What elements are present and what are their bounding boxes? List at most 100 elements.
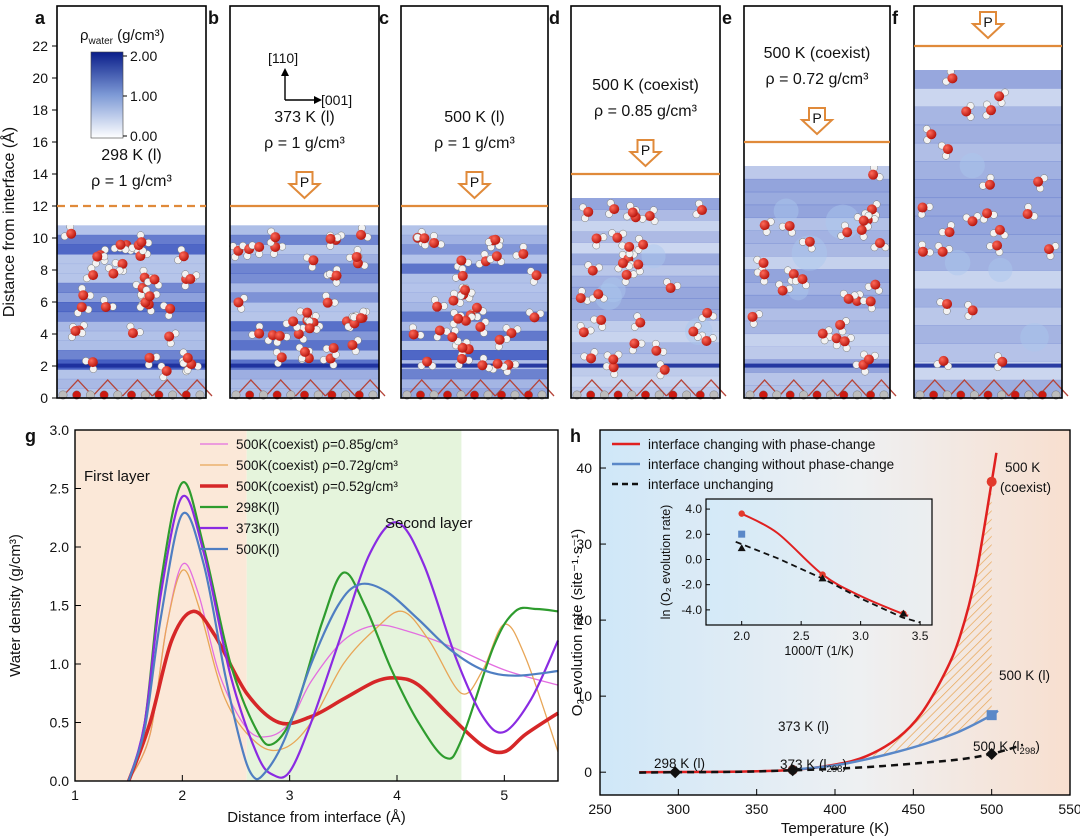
oxygen-atom <box>777 285 788 296</box>
panel-frame <box>56 5 207 399</box>
top-y-tick-label: 20 <box>32 70 48 86</box>
oxygen-atom <box>788 269 799 280</box>
density-band <box>57 234 206 245</box>
oxygen-atom <box>659 364 670 375</box>
density-band <box>744 269 890 283</box>
point-label-373K-l298: 373 K (l298) <box>780 757 847 775</box>
oxygen-atom <box>165 303 176 314</box>
substrate-bond <box>62 379 94 397</box>
density-band <box>914 88 1062 107</box>
density-band <box>744 243 890 257</box>
density-band <box>230 340 379 351</box>
substrate-bond <box>576 379 608 397</box>
x-tick-label: 400 <box>823 801 847 817</box>
x-axis-label: Temperature (K) <box>781 820 889 837</box>
substrate-atom <box>258 390 268 400</box>
substrate-bond <box>406 379 437 397</box>
series-line-2 <box>639 743 1024 774</box>
oxygen-atom <box>994 224 1005 235</box>
vapor-bubble <box>773 198 799 224</box>
oxygen-atom <box>491 251 502 262</box>
y-tick-label: 2.5 <box>50 481 70 497</box>
y-tick-label: 0.5 <box>50 715 70 731</box>
oxygen-atom <box>136 237 147 248</box>
oxygen-atom <box>644 210 655 221</box>
x-axis-label: Distance from interface (Å) <box>227 809 405 826</box>
substrate-bond <box>1037 379 1069 397</box>
oxygen-atom <box>797 274 808 285</box>
direction-right-label: [001] <box>321 92 352 108</box>
density-band <box>744 372 890 386</box>
oxygen-atom <box>453 313 464 324</box>
first-layer-band <box>744 363 890 368</box>
water-region <box>914 70 1062 398</box>
density-band <box>230 302 379 313</box>
data-marker-2 <box>985 747 998 760</box>
density-band <box>571 353 720 366</box>
substrate-atom <box>429 390 439 400</box>
condition-label: 500 K (coexist) <box>592 77 699 94</box>
vapor-bubble <box>594 283 622 311</box>
inset-y-tick-label: 4.0 <box>685 502 702 516</box>
oxygen-atom <box>591 233 602 244</box>
oxygen-atom <box>938 355 949 366</box>
substrate-atom <box>497 390 506 400</box>
y-tick-label: 0 <box>584 764 592 780</box>
legend-label-0: 500K(coexist) ρ=0.85g/cm³ <box>236 437 398 452</box>
series-line-5 <box>127 511 559 782</box>
oxygen-atom <box>578 327 589 338</box>
density-band <box>401 254 548 265</box>
oxygen-atom <box>490 234 501 245</box>
density-band <box>914 161 1062 180</box>
top-y-tick-label: 18 <box>32 102 48 118</box>
oxygen-atom <box>254 241 265 252</box>
condition-label: 373 K (l) <box>274 109 334 126</box>
oxygen-atom <box>447 332 458 343</box>
substrate-atom <box>300 390 309 400</box>
substrate-atom <box>272 390 282 400</box>
oxygen-atom <box>457 270 468 281</box>
oxygen-atom <box>633 259 644 270</box>
oxygen-atom <box>475 321 486 332</box>
oxygen-atom <box>596 315 607 326</box>
oxygen-atom <box>696 205 707 216</box>
oxygen-atom <box>612 232 623 243</box>
oxygen-atom <box>274 330 285 341</box>
top-y-tick-label: 14 <box>32 166 48 182</box>
inset-black-point <box>818 574 827 582</box>
x-tick-label: 5 <box>500 787 508 803</box>
oxygen-atom <box>629 338 640 349</box>
inset-black-point <box>737 544 746 552</box>
oxygen-atom <box>688 326 699 337</box>
oxygen-atom <box>78 290 89 301</box>
top-y-tick-label: 10 <box>32 230 48 246</box>
oxygen-atom <box>178 251 189 262</box>
substrate-bond <box>636 379 667 397</box>
substrate-atom <box>127 390 136 400</box>
density-band <box>401 225 548 236</box>
oxygen-atom <box>270 232 281 243</box>
oxygen-atom <box>937 246 948 257</box>
substrate-atom <box>586 390 596 400</box>
direction-arrowheads <box>281 68 322 104</box>
substrate-bond <box>151 379 183 397</box>
oxygen-atom <box>144 291 155 302</box>
top-y-tick-label: 12 <box>32 198 48 214</box>
density-label: ρ = 1 g/cm³ <box>264 135 345 152</box>
density-band <box>57 369 206 380</box>
vapor-bubble <box>988 257 1013 283</box>
first-layer-band <box>401 363 548 368</box>
density-band <box>914 325 1062 344</box>
data-marker-4 <box>786 764 799 777</box>
inset-black-point <box>899 609 908 617</box>
data-marker-5 <box>669 766 682 779</box>
oxygen-atom <box>702 307 713 318</box>
legend-label-2: interface unchanging <box>648 477 773 492</box>
x-tick-label: 550 <box>1058 801 1080 817</box>
piston-arrow-label: P <box>983 14 992 30</box>
oxygen-atom <box>635 317 646 328</box>
density-label: ρ = 0.85 g/cm³ <box>594 103 698 120</box>
top-y-tick-label: 8 <box>40 262 48 278</box>
first-layer-band <box>571 363 720 368</box>
substrate-bond <box>866 379 897 397</box>
